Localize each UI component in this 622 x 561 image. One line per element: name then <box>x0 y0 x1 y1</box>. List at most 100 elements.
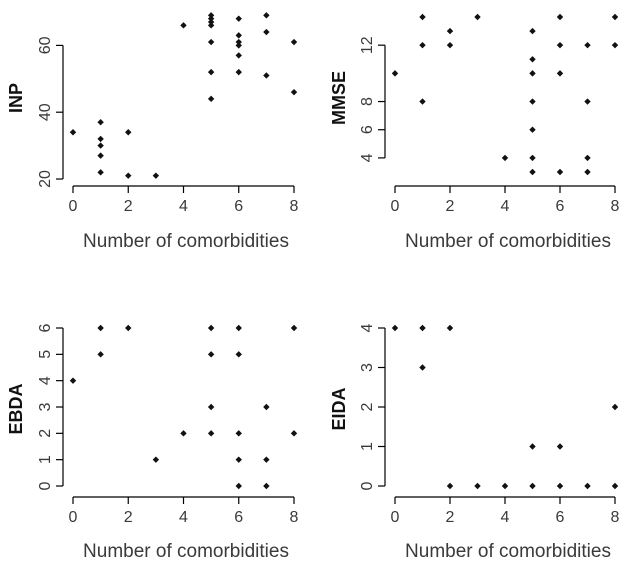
y-tick-label: 4 <box>359 153 376 162</box>
x-axis-title: Number of comorbidities <box>83 541 289 561</box>
data-point <box>207 430 215 437</box>
y-tick-label: 12 <box>359 36 376 54</box>
data-point <box>207 12 215 19</box>
data-point <box>529 27 536 35</box>
data-point <box>611 13 619 21</box>
data-point <box>235 32 242 39</box>
data-point <box>556 168 564 176</box>
y-tick-label: 8 <box>359 97 376 106</box>
data-point <box>152 172 160 179</box>
data-point <box>207 18 215 26</box>
data-point <box>263 28 270 36</box>
x-tick-label: 4 <box>179 198 188 215</box>
data-point <box>125 129 132 136</box>
data-point <box>97 152 104 159</box>
x-tick-label: 6 <box>234 509 243 526</box>
y-tick-label: 40 <box>37 103 54 121</box>
data-point <box>97 135 104 143</box>
data-point <box>474 482 481 490</box>
x-tick-label: 8 <box>290 509 299 526</box>
data-point <box>235 15 242 22</box>
data-point <box>207 95 215 103</box>
data-point <box>529 443 536 450</box>
data-point <box>419 98 426 105</box>
y-tick-label: 4 <box>37 376 54 385</box>
y-tick-label: 0 <box>359 481 376 490</box>
x-tick-label: 4 <box>179 509 188 526</box>
data-point <box>263 12 270 19</box>
data-point <box>263 403 270 411</box>
data-point <box>446 41 454 49</box>
data-point <box>235 324 242 332</box>
data-point <box>419 364 426 371</box>
x-tick-label: 6 <box>556 198 565 215</box>
panel-eida: 0 2 4 6 8 0 1 2 3 4 Number of comorbidities EIDA <box>329 323 620 561</box>
data-point <box>556 41 564 49</box>
data-point <box>501 154 509 162</box>
x-tick-label: 2 <box>124 509 133 526</box>
data-point <box>180 430 187 437</box>
data-point <box>584 98 591 105</box>
data-point <box>97 142 104 149</box>
data-point <box>235 430 242 437</box>
data-point <box>235 42 242 49</box>
data-point <box>207 22 215 29</box>
x-axis-title: Number of comorbidities <box>405 231 611 252</box>
data-point <box>584 41 591 49</box>
data-point <box>235 482 242 490</box>
y-tick-label: 2 <box>359 402 376 411</box>
data-point <box>235 456 242 463</box>
x-tick-label: 4 <box>501 198 510 215</box>
data-point <box>611 403 619 411</box>
x-tick-label: 0 <box>391 509 400 526</box>
y-tick-label: 1 <box>37 455 54 464</box>
data-point <box>207 324 215 332</box>
y-tick-label: 20 <box>37 170 54 188</box>
panel-ebda: 0 2 4 6 8 0 1 2 3 4 5 6 Number of comorbidities EBDA <box>6 323 299 561</box>
x-tick-label: 2 <box>446 509 455 526</box>
y-tick-label: 6 <box>37 323 54 332</box>
data-point <box>556 13 564 21</box>
data-point <box>611 482 619 490</box>
x-tick-label: 4 <box>501 509 510 526</box>
x-tick-label: 0 <box>391 198 400 215</box>
x-tick-label: 0 <box>69 509 78 526</box>
data-point <box>290 88 298 96</box>
x-tick-label: 0 <box>69 198 78 215</box>
data-point <box>97 169 104 176</box>
x-tick-label: 8 <box>611 509 620 526</box>
data-point <box>235 52 242 59</box>
data-point <box>556 70 564 77</box>
y-axis-title: EIDA <box>329 387 349 430</box>
data-point <box>97 351 104 358</box>
data-point <box>207 38 215 46</box>
y-tick-label: 60 <box>37 36 54 54</box>
data-point <box>235 38 242 46</box>
data-point <box>446 27 454 35</box>
data-point <box>529 168 536 176</box>
data-point <box>69 377 77 384</box>
y-tick-label: 2 <box>37 429 54 438</box>
x-tick-label: 8 <box>611 198 620 215</box>
x-axis-title: Number of comorbidities <box>405 541 611 561</box>
data-point <box>391 70 399 77</box>
data-point <box>125 172 132 179</box>
data-point <box>529 98 536 105</box>
data-point <box>419 324 426 332</box>
y-tick-label: 3 <box>359 363 376 372</box>
data-point <box>235 351 242 358</box>
data-point <box>474 13 481 21</box>
panel-mmse: 0 2 4 6 8 4 6 8 12 Number of comorbidities MMSE <box>329 13 620 252</box>
y-axis-title: EBDA <box>6 383 26 434</box>
data-point <box>529 482 536 490</box>
data-point <box>125 324 132 332</box>
x-axis-title: Number of comorbidities <box>83 231 289 252</box>
data-point <box>263 456 270 463</box>
data-point <box>263 482 270 490</box>
y-tick-label: 0 <box>37 481 54 490</box>
data-point <box>584 168 591 176</box>
y-tick-label: 1 <box>359 442 376 451</box>
data-point <box>290 430 298 437</box>
data-point <box>152 456 160 463</box>
